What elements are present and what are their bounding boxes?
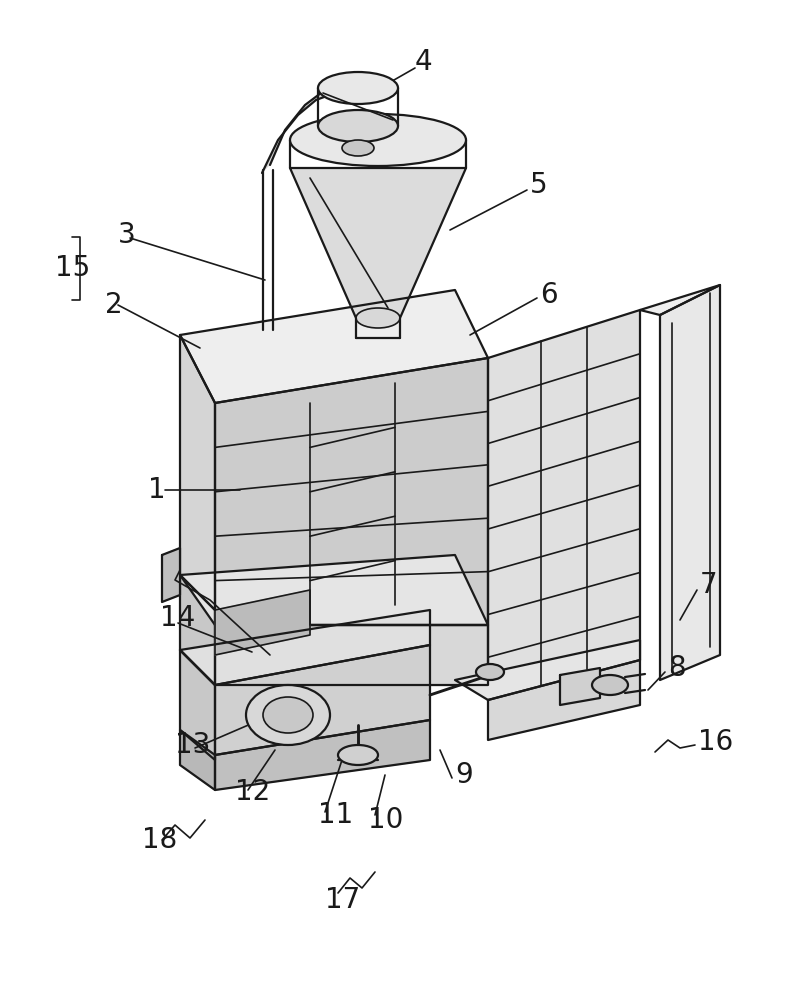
Ellipse shape (592, 675, 628, 695)
Ellipse shape (290, 114, 466, 166)
Text: 1: 1 (148, 476, 166, 504)
Text: 15: 15 (55, 254, 90, 282)
Polygon shape (640, 285, 720, 315)
Polygon shape (660, 285, 720, 680)
Polygon shape (560, 668, 600, 705)
Polygon shape (180, 555, 488, 625)
Text: 3: 3 (118, 221, 136, 249)
Text: 13: 13 (175, 731, 210, 759)
Polygon shape (262, 85, 343, 173)
Text: 8: 8 (668, 654, 686, 682)
Polygon shape (180, 650, 215, 760)
Polygon shape (180, 335, 215, 610)
Text: 9: 9 (455, 761, 473, 789)
Ellipse shape (356, 308, 400, 328)
Text: 10: 10 (368, 806, 403, 834)
Ellipse shape (338, 745, 378, 765)
Polygon shape (215, 720, 430, 790)
Text: 16: 16 (698, 728, 733, 756)
Polygon shape (215, 358, 488, 625)
Text: 11: 11 (318, 801, 353, 829)
Polygon shape (180, 610, 430, 685)
Text: 18: 18 (142, 826, 177, 854)
Ellipse shape (318, 110, 398, 142)
Ellipse shape (246, 685, 330, 745)
Ellipse shape (263, 697, 313, 733)
Text: 5: 5 (530, 171, 547, 199)
Polygon shape (290, 168, 466, 318)
Polygon shape (215, 590, 310, 655)
Text: 12: 12 (235, 778, 270, 806)
Polygon shape (215, 625, 488, 685)
Ellipse shape (476, 664, 504, 680)
Polygon shape (180, 730, 215, 790)
Polygon shape (215, 645, 430, 755)
Polygon shape (340, 126, 376, 148)
Text: 14: 14 (160, 604, 196, 632)
Polygon shape (488, 310, 640, 700)
Text: 4: 4 (415, 48, 432, 76)
Ellipse shape (318, 72, 398, 104)
Polygon shape (180, 290, 488, 403)
Ellipse shape (342, 140, 374, 156)
Polygon shape (455, 640, 640, 700)
Polygon shape (162, 548, 180, 602)
Polygon shape (488, 660, 640, 740)
Text: 7: 7 (700, 571, 717, 599)
Text: 2: 2 (105, 291, 122, 319)
Text: 6: 6 (540, 281, 558, 309)
Text: 17: 17 (325, 886, 361, 914)
Polygon shape (180, 575, 215, 685)
